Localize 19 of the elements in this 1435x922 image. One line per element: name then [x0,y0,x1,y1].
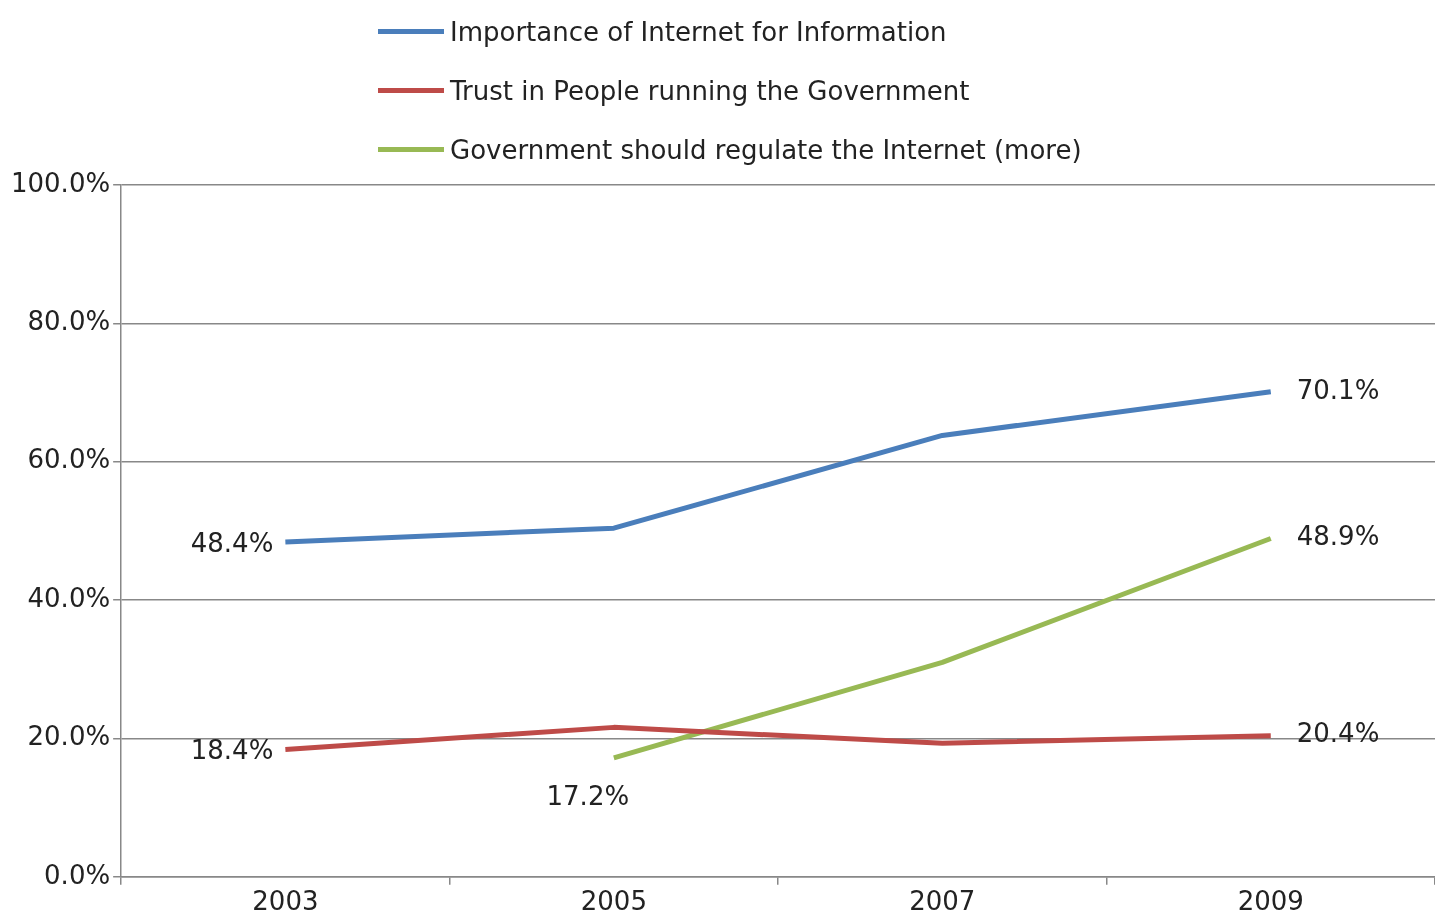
data-label: 20.4% [1296,718,1380,749]
data-label: 48.9% [1296,521,1380,552]
y-tick-label: 60.0% [27,444,111,475]
y-tick-label: 20.0% [27,721,111,752]
y-tick-label: 0.0% [44,859,111,890]
legend-label: Government should regulate the Internet (more) [450,134,1082,165]
x-tick-label: 2009 [1237,886,1304,917]
data-label: 70.1% [1296,374,1380,405]
y-tick-label: 100.0% [11,167,111,198]
x-tick-label: 2007 [909,886,976,917]
data-label: 18.4% [190,735,274,766]
data-label: 17.2% [546,780,630,811]
y-tick-label: 80.0% [27,306,111,337]
x-tick-label: 2003 [252,886,319,917]
legend-label: Trust in People running the Government [450,75,970,106]
y-tick-label: 40.0% [27,582,111,613]
x-tick-label: 2005 [580,886,647,917]
data-label: 48.4% [190,527,274,558]
legend-label: Importance of Internet for Information [450,16,947,47]
